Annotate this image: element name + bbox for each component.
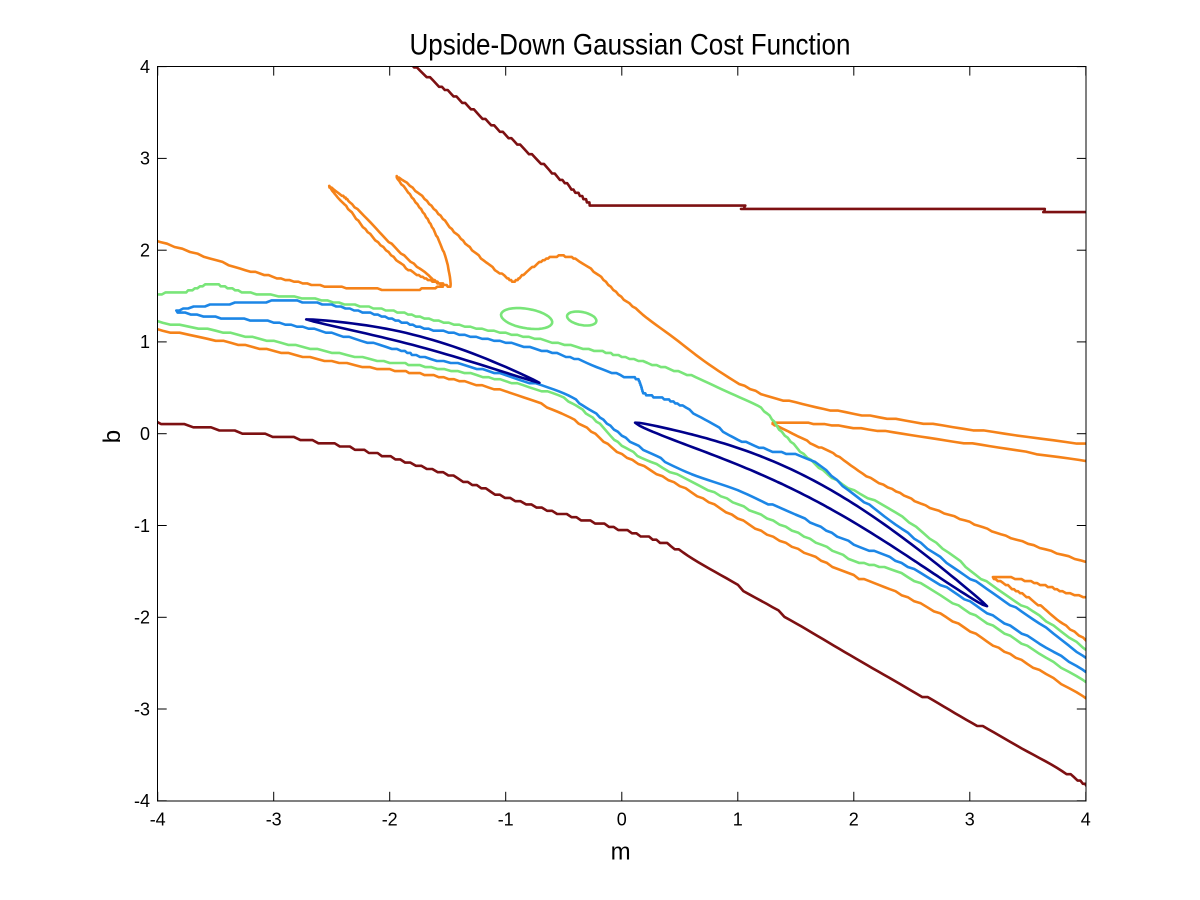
svg-text:0: 0 xyxy=(140,424,150,444)
svg-text:4: 4 xyxy=(1081,810,1091,830)
svg-text:Upside-Down Gaussian Cost Func: Upside-Down Gaussian Cost Function xyxy=(410,29,851,62)
svg-text:2: 2 xyxy=(849,810,859,830)
svg-text:-3: -3 xyxy=(134,699,150,719)
svg-text:-1: -1 xyxy=(498,810,514,830)
svg-text:1: 1 xyxy=(140,332,150,352)
svg-text:-3: -3 xyxy=(266,810,282,830)
svg-text:1: 1 xyxy=(733,810,743,830)
svg-text:2: 2 xyxy=(140,240,150,260)
svg-text:-4: -4 xyxy=(134,791,150,811)
svg-text:-4: -4 xyxy=(150,810,166,830)
svg-text:b: b xyxy=(99,430,126,443)
svg-text:3: 3 xyxy=(965,810,975,830)
svg-text:0: 0 xyxy=(617,810,627,830)
svg-text:-2: -2 xyxy=(382,810,398,830)
svg-text:-2: -2 xyxy=(134,608,150,628)
svg-text:-1: -1 xyxy=(134,516,150,536)
svg-text:m: m xyxy=(611,839,631,866)
svg-text:3: 3 xyxy=(140,149,150,169)
svg-text:4: 4 xyxy=(140,57,150,77)
